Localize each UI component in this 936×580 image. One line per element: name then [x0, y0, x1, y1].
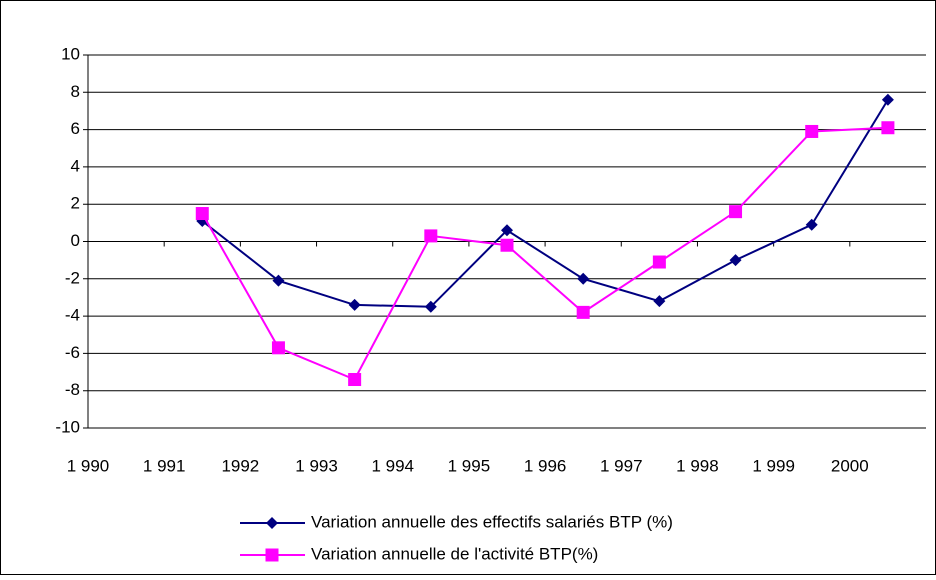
marker — [272, 274, 285, 287]
x-tick-label: 1 995 — [448, 456, 491, 475]
legend-marker — [266, 517, 278, 529]
y-tick-label: 6 — [71, 119, 80, 138]
marker — [729, 254, 742, 267]
marker — [652, 255, 666, 269]
marker — [576, 305, 590, 319]
x-tick-label: 1 998 — [676, 456, 719, 475]
x-tick-label: 1 999 — [752, 456, 795, 475]
marker — [805, 218, 818, 231]
series-line — [201, 126, 888, 381]
marker — [195, 207, 209, 221]
x-tick-label: 1 993 — [295, 456, 338, 475]
y-tick-label: -10 — [55, 417, 80, 436]
marker — [881, 93, 894, 106]
y-tick-label: 8 — [71, 82, 80, 101]
y-tick-label: -4 — [65, 306, 80, 325]
marker — [881, 121, 895, 135]
y-tick-label: 0 — [71, 231, 80, 250]
x-tick-label: 1 996 — [524, 456, 567, 475]
marker — [805, 124, 819, 138]
legend-label: Variation annuelle des effectifs salarié… — [311, 512, 673, 531]
legend-label: Variation annuelle de l'activité BTP(%) — [311, 544, 598, 563]
x-tick-label: 1 991 — [143, 456, 186, 475]
x-tick-label: 1 990 — [67, 456, 110, 475]
y-tick-label: -8 — [65, 380, 80, 399]
x-tick-label: 1992 — [221, 456, 259, 475]
y-tick-label: 2 — [71, 194, 80, 213]
marker — [501, 224, 513, 237]
marker — [424, 300, 437, 313]
marker — [653, 295, 666, 308]
y-tick-label: -2 — [65, 268, 80, 287]
legend-marker — [265, 548, 279, 562]
y-tick-label: 4 — [71, 156, 80, 175]
x-tick-label: 1 994 — [371, 456, 414, 475]
marker — [729, 205, 743, 219]
y-tick-label: -6 — [65, 343, 80, 362]
x-tick-label: 2000 — [831, 456, 869, 475]
marker — [577, 272, 590, 285]
marker — [424, 229, 438, 243]
marker — [500, 238, 514, 252]
y-tick-label: 10 — [61, 44, 80, 63]
marker — [348, 298, 361, 311]
x-tick-label: 1 997 — [600, 456, 643, 475]
marker — [271, 341, 285, 355]
series-line — [201, 99, 889, 308]
marker — [348, 373, 362, 387]
